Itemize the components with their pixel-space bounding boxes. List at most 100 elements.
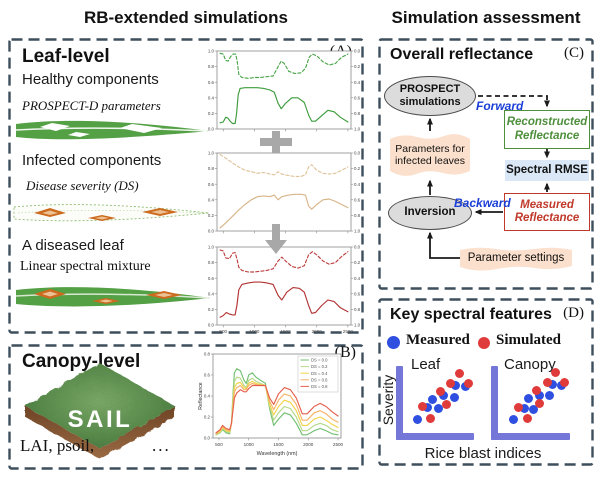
svg-text:500: 500 (215, 442, 223, 447)
svg-text:0.8: 0.8 (354, 213, 361, 218)
svg-text:0.6: 0.6 (208, 182, 215, 187)
scatter-dot (522, 414, 532, 424)
svg-text:DS = 0.6: DS = 0.6 (311, 377, 328, 382)
scatter-dot (529, 405, 539, 415)
svg-text:0.8: 0.8 (354, 307, 361, 312)
scatter-dot (441, 400, 451, 410)
svg-text:1.0: 1.0 (354, 229, 361, 234)
sail-canopy-cube-graphic: SAIL (25, 363, 175, 459)
disease-severity-label: Disease severity (DS) (26, 178, 139, 193)
down-arrow-icon (265, 224, 287, 254)
prospect-node-line2: simulations (399, 96, 461, 108)
scatter-dot (551, 367, 561, 377)
measured-legend-dot (387, 336, 400, 349)
inversion-node: Inversion (388, 196, 472, 230)
scatter-dot (435, 386, 445, 396)
overall-reflectance-heading: Overall reflectance (390, 46, 534, 63)
canopy-plot-title: Canopy (504, 356, 556, 373)
svg-text:DS = 0.4: DS = 0.4 (311, 371, 328, 376)
svg-text:Wavelength (nm): Wavelength (nm) (257, 451, 298, 457)
parameters-for-infected-leaves-node: Parameters for infected leaves (390, 132, 470, 178)
scatter-dot (559, 378, 569, 388)
panel-leaf-level: Leaf-level (A) Healthy components PROSPE… (8, 38, 364, 334)
svg-text:DS = 0.8: DS = 0.8 (311, 384, 328, 389)
svg-text:1.0: 1.0 (354, 127, 361, 132)
svg-text:0.2: 0.2 (204, 415, 211, 420)
settings-to-inversion-arrow (427, 231, 460, 259)
svg-text:0.4: 0.4 (208, 197, 215, 202)
backward-label: Backward (454, 196, 511, 210)
measured-node-line2: Reflectance (514, 212, 580, 224)
rice-blast-indices-axis-label: Rice blast indices (424, 445, 542, 462)
prospect-node-line1: PROSPECT (399, 83, 461, 96)
left-column-title: RB-extended simulations (83, 8, 289, 27)
panel-canopy-level: Canopy-level (B) (8, 344, 364, 470)
scatter-dot (542, 378, 552, 388)
simulated-legend-dot (478, 337, 490, 349)
svg-text:0.6: 0.6 (354, 95, 361, 100)
svg-text:0.0: 0.0 (204, 436, 211, 441)
severity-axis-label: Severity (380, 374, 396, 426)
ellipsis-label: ... (152, 436, 171, 455)
svg-text:0.6: 0.6 (204, 373, 211, 378)
leaf-level-heading: Leaf-level (22, 46, 110, 67)
plus-icon (260, 131, 292, 153)
parameter-settings-node: Parameter settings (460, 246, 572, 271)
scatter-dot (450, 380, 460, 390)
reconstructed-node-line1: Reconstructed (506, 116, 588, 129)
svg-text:0.6: 0.6 (354, 291, 361, 296)
forward-label: Forward (476, 99, 524, 113)
svg-text:0.4: 0.4 (354, 80, 361, 85)
measured-reflectance-node: Measured Reflectance (504, 193, 590, 231)
svg-text:Reflectance: Reflectance (198, 382, 204, 410)
svg-text:2000: 2000 (303, 442, 314, 447)
infected-tissue-spectrum-chart: 1.0 0.8 0.6 0.4 0.2 0.0 0.0 0.2 0.4 0.6 0.8 1.0 (208, 151, 361, 234)
svg-text:0.6: 0.6 (208, 276, 215, 281)
svg-text:1.0: 1.0 (208, 245, 215, 250)
svg-text:1500: 1500 (273, 442, 284, 447)
svg-text:0.6: 0.6 (354, 197, 361, 202)
lai-psoil-label: LAI, psoil, (20, 436, 95, 455)
diseased-leaf-graphic (15, 287, 210, 307)
sail-cube-label: SAIL (68, 406, 133, 433)
svg-text:0.4: 0.4 (204, 394, 211, 399)
scatter-dot (524, 394, 534, 404)
spectral-rmse-node: Spectral RMSE (505, 160, 589, 181)
svg-text:0.2: 0.2 (208, 213, 215, 218)
scatter-dot (509, 415, 519, 425)
healthy-leaf-graphic (15, 120, 209, 140)
svg-text:1.0: 1.0 (354, 323, 361, 328)
scatter-dot (445, 379, 455, 389)
svg-text:1500: 1500 (280, 329, 291, 334)
prospect-d-parameters-label: PROSPECT-D parameters (22, 98, 161, 113)
svg-text:0.0: 0.0 (208, 229, 215, 234)
scatter-dot (449, 392, 459, 402)
canopy-level-heading: Canopy-level (22, 351, 141, 372)
scatter-dot (412, 415, 422, 425)
svg-text:0.2: 0.2 (208, 111, 215, 116)
leaf-plot-x-axis (396, 433, 474, 440)
svg-text:0.8: 0.8 (204, 352, 211, 357)
canopy-reflectance-chart: 0.8 0.6 0.4 0.2 0.0 500 1000 1500 2000 2500 Wavele… (198, 352, 344, 457)
scatter-dot (535, 390, 545, 400)
svg-text:0.0: 0.0 (208, 127, 215, 132)
simulated-legend-label: Simulated (496, 332, 562, 348)
scatter-dot (514, 402, 524, 412)
svg-text:0.0: 0.0 (354, 245, 361, 250)
panel-overall-reflectance: Overall reflectance (C) PROSPECT simulat… (378, 38, 594, 290)
scatter-dot (426, 413, 436, 423)
svg-text:0.0: 0.0 (208, 323, 215, 328)
key-spectral-features-heading: Key spectral features (390, 306, 552, 323)
canopy-plot-y-axis (491, 366, 498, 440)
scatter-dot (439, 391, 449, 401)
svg-text:1000: 1000 (244, 442, 255, 447)
right-column-title: Simulation assessment (391, 8, 581, 27)
svg-text:2000: 2000 (312, 329, 323, 334)
scatter-dot (547, 379, 557, 389)
svg-text:1000: 1000 (249, 329, 260, 334)
scatter-dot (417, 402, 427, 412)
reconstructed-node-line2: Reflectance (514, 129, 580, 142)
svg-text:0.0: 0.0 (354, 151, 361, 156)
svg-text:0.8: 0.8 (208, 260, 215, 265)
